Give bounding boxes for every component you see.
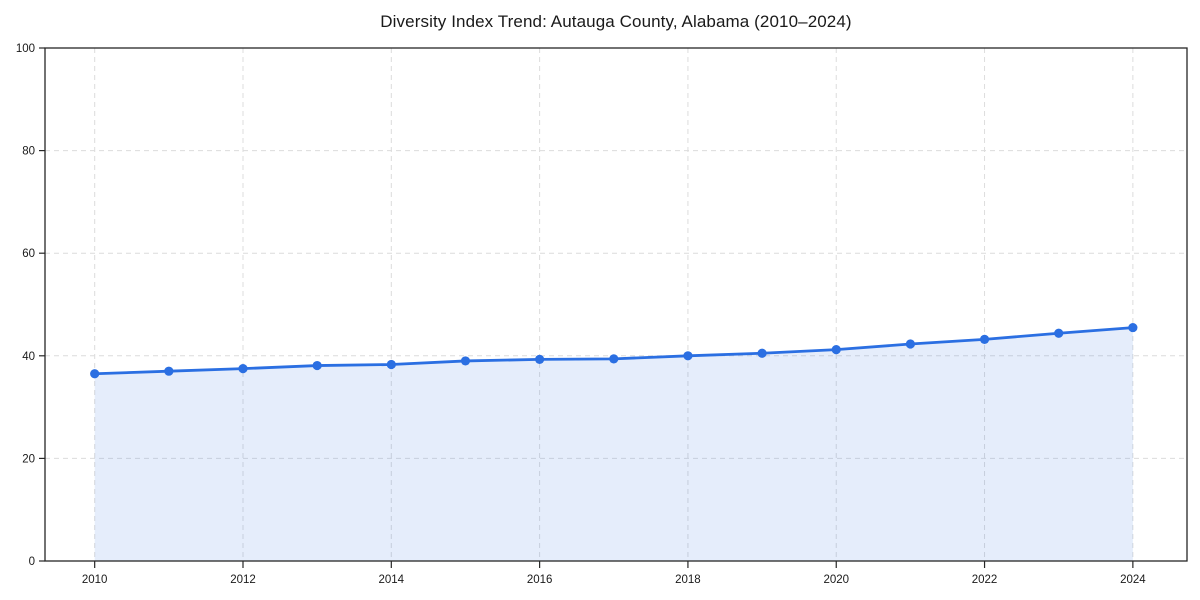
y-tick-label: 0	[29, 556, 35, 568]
x-tick-label: 2012	[230, 574, 256, 586]
data-point-2019	[757, 348, 767, 358]
x-tick-label: 2016	[527, 574, 553, 586]
y-tick-label: 40	[22, 351, 35, 363]
data-point-2024	[1128, 322, 1138, 333]
area-fill	[94, 327, 1133, 561]
data-point-2016	[535, 354, 545, 364]
data-point-2021	[905, 339, 915, 349]
x-tick-label: 2010	[82, 574, 108, 586]
plot-frame	[44, 47, 1188, 562]
data-point-2011	[164, 366, 174, 376]
y-tick-label: 80	[22, 146, 35, 158]
data-point-2014	[386, 359, 396, 370]
y-tick-label: 20	[22, 453, 35, 465]
data-point-2012	[238, 364, 248, 374]
data-point-2017	[609, 354, 619, 364]
x-tick-label: 2024	[1120, 574, 1146, 586]
data-point-2013	[312, 360, 322, 371]
y-tick-label: 60	[22, 248, 35, 260]
data-point-2023	[1054, 328, 1064, 338]
x-tick-label: 2022	[972, 574, 998, 586]
data-point-2018	[683, 351, 693, 361]
x-tick-label: 2014	[379, 574, 405, 586]
data-point-2010	[90, 369, 100, 379]
data-point-2020	[831, 345, 841, 355]
data-point-2022	[979, 334, 990, 344]
x-tick-label: 2018	[675, 574, 701, 586]
y-tick-label: 100	[16, 43, 35, 55]
data-point-2015	[460, 356, 471, 366]
x-tick-label: 2020	[823, 574, 849, 586]
chart-title: Diversity Index Trend: Autauga County, A…	[380, 12, 852, 31]
